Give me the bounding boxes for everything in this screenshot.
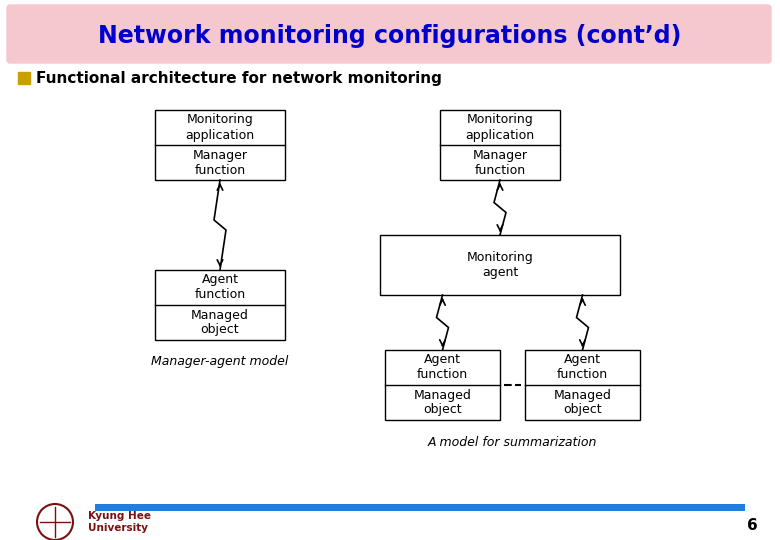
Text: Agent
function: Agent function: [194, 273, 246, 301]
Text: A model for summarization: A model for summarization: [427, 435, 597, 449]
Text: Managed
object: Managed object: [413, 388, 471, 416]
Text: Manager
function: Manager function: [473, 148, 527, 177]
Bar: [95, 504, 745, 511]
Text: Functional architecture for network monitoring: Functional architecture for network moni…: [36, 71, 442, 85]
Text: Monitoring
application: Monitoring application: [186, 113, 254, 141]
Text: Managed
object: Managed object: [191, 308, 249, 336]
Bar: [18, 72, 30, 84]
Bar: [385, 350, 500, 420]
Text: Monitoring
agent: Monitoring agent: [466, 251, 534, 279]
Text: Manager
function: Manager function: [193, 148, 247, 177]
Bar: [440, 110, 560, 180]
Bar: [380, 235, 620, 295]
Text: Agent
function: Agent function: [557, 354, 608, 381]
Text: Agent
function: Agent function: [417, 354, 468, 381]
Text: Manager-agent model: Manager-agent model: [151, 355, 289, 368]
Bar: [525, 350, 640, 420]
FancyBboxPatch shape: [7, 5, 771, 63]
Text: 6: 6: [747, 517, 758, 532]
Text: Network monitoring configurations (cont’d): Network monitoring configurations (cont’…: [98, 24, 682, 48]
Text: Kyung Hee
University: Kyung Hee University: [88, 511, 151, 533]
Bar: [155, 110, 285, 180]
Bar: [155, 270, 285, 340]
Text: Monitoring
application: Monitoring application: [466, 113, 534, 141]
Text: Managed
object: Managed object: [554, 388, 612, 416]
